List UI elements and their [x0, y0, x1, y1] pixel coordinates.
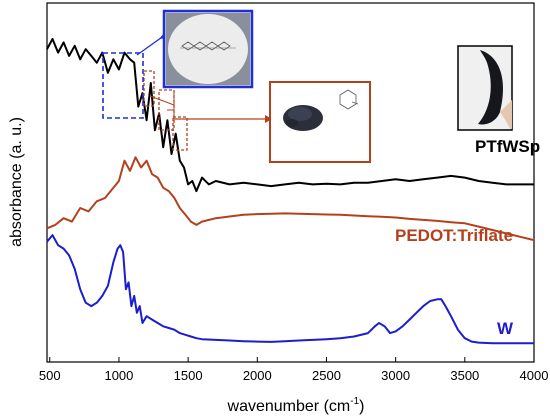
inset-filter-paper-photo: [162, 9, 254, 89]
x-tick-label: 3500: [450, 368, 479, 383]
dashed-box-blue: [102, 52, 144, 119]
series-line-pedot-triflate: [46, 156, 535, 242]
connector-red-arrowhead: [265, 115, 272, 123]
series-label-ptfwsp: PTfWSp: [475, 137, 540, 156]
x-ticks: 500 1000 1500 2000 2500 3000 3500 4000: [39, 357, 549, 383]
x-tick-label: 4000: [520, 368, 549, 383]
dashed-box-red-1: [143, 70, 155, 107]
inset-powder-photo: [269, 81, 371, 163]
y-axis-title: absorbance (a. u.): [8, 117, 25, 247]
x-tick-label: 1000: [104, 368, 133, 383]
series-label-pedot-triflate: PEDOT:Triflate: [395, 226, 513, 245]
x-axis-title: wavenumber (cm-1): [227, 396, 365, 415]
dashed-box-red-3: [172, 116, 188, 151]
series-line-w: [46, 234, 534, 345]
x-tick-label: 2500: [312, 368, 341, 383]
plot-frame: [46, 2, 535, 363]
x-tick-label: 3000: [381, 368, 410, 383]
x-tick-label: 1500: [174, 368, 203, 383]
series-label-w: W: [497, 319, 514, 338]
series-line-ptfwsp: [46, 38, 534, 193]
series-group: [46, 38, 535, 345]
x-tick-label: 500: [39, 368, 61, 383]
inset-ptfwsp-photo: [457, 45, 513, 131]
x-tick-label: 2000: [243, 368, 272, 383]
connector-red-a: [149, 95, 175, 106]
